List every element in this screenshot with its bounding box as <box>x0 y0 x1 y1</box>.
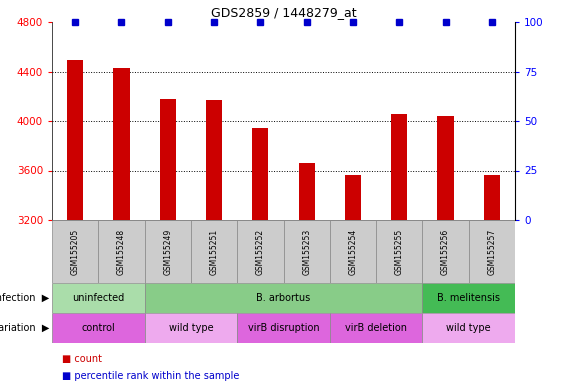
Text: ■ count: ■ count <box>62 354 102 364</box>
Bar <box>67 60 83 220</box>
Bar <box>145 313 237 343</box>
Bar <box>391 114 407 220</box>
Bar <box>437 116 454 220</box>
Bar <box>206 100 222 220</box>
Bar <box>98 220 145 283</box>
Text: GSM155252: GSM155252 <box>256 228 265 275</box>
Text: GSM155205: GSM155205 <box>71 228 80 275</box>
Bar <box>237 313 330 343</box>
Bar <box>145 283 423 313</box>
Text: GSM155249: GSM155249 <box>163 228 172 275</box>
Bar <box>484 175 500 220</box>
Bar <box>252 128 268 220</box>
Bar <box>298 163 315 220</box>
Text: control: control <box>81 323 115 333</box>
Bar <box>160 99 176 220</box>
Bar <box>284 220 330 283</box>
Text: GSM155248: GSM155248 <box>117 228 126 275</box>
Text: genotype/variation  ▶: genotype/variation ▶ <box>0 323 49 333</box>
Text: infection  ▶: infection ▶ <box>0 293 49 303</box>
Text: ■ percentile rank within the sample: ■ percentile rank within the sample <box>62 371 240 381</box>
Text: B. arbortus: B. arbortus <box>257 293 311 303</box>
Bar <box>345 175 361 220</box>
Text: wild type: wild type <box>446 323 491 333</box>
Title: GDS2859 / 1448279_at: GDS2859 / 1448279_at <box>211 7 357 20</box>
Text: GSM155254: GSM155254 <box>349 228 358 275</box>
Text: GSM155255: GSM155255 <box>395 228 404 275</box>
Bar <box>145 220 191 283</box>
Text: uninfected: uninfected <box>72 293 124 303</box>
Text: GSM155253: GSM155253 <box>302 228 311 275</box>
Text: GSM155256: GSM155256 <box>441 228 450 275</box>
Bar <box>330 220 376 283</box>
Bar <box>52 283 145 313</box>
Text: virB deletion: virB deletion <box>345 323 407 333</box>
Bar <box>469 220 515 283</box>
Bar <box>52 313 145 343</box>
Bar <box>423 313 515 343</box>
Bar <box>52 220 98 283</box>
Bar <box>237 220 284 283</box>
Bar <box>423 220 469 283</box>
Bar <box>114 68 129 220</box>
Bar <box>330 313 423 343</box>
Text: GSM155257: GSM155257 <box>488 228 496 275</box>
Bar <box>191 220 237 283</box>
Bar <box>376 220 423 283</box>
Text: wild type: wild type <box>168 323 213 333</box>
Text: B. melitensis: B. melitensis <box>437 293 500 303</box>
Text: GSM155251: GSM155251 <box>210 228 219 275</box>
Bar <box>423 283 515 313</box>
Text: virB disruption: virB disruption <box>247 323 319 333</box>
